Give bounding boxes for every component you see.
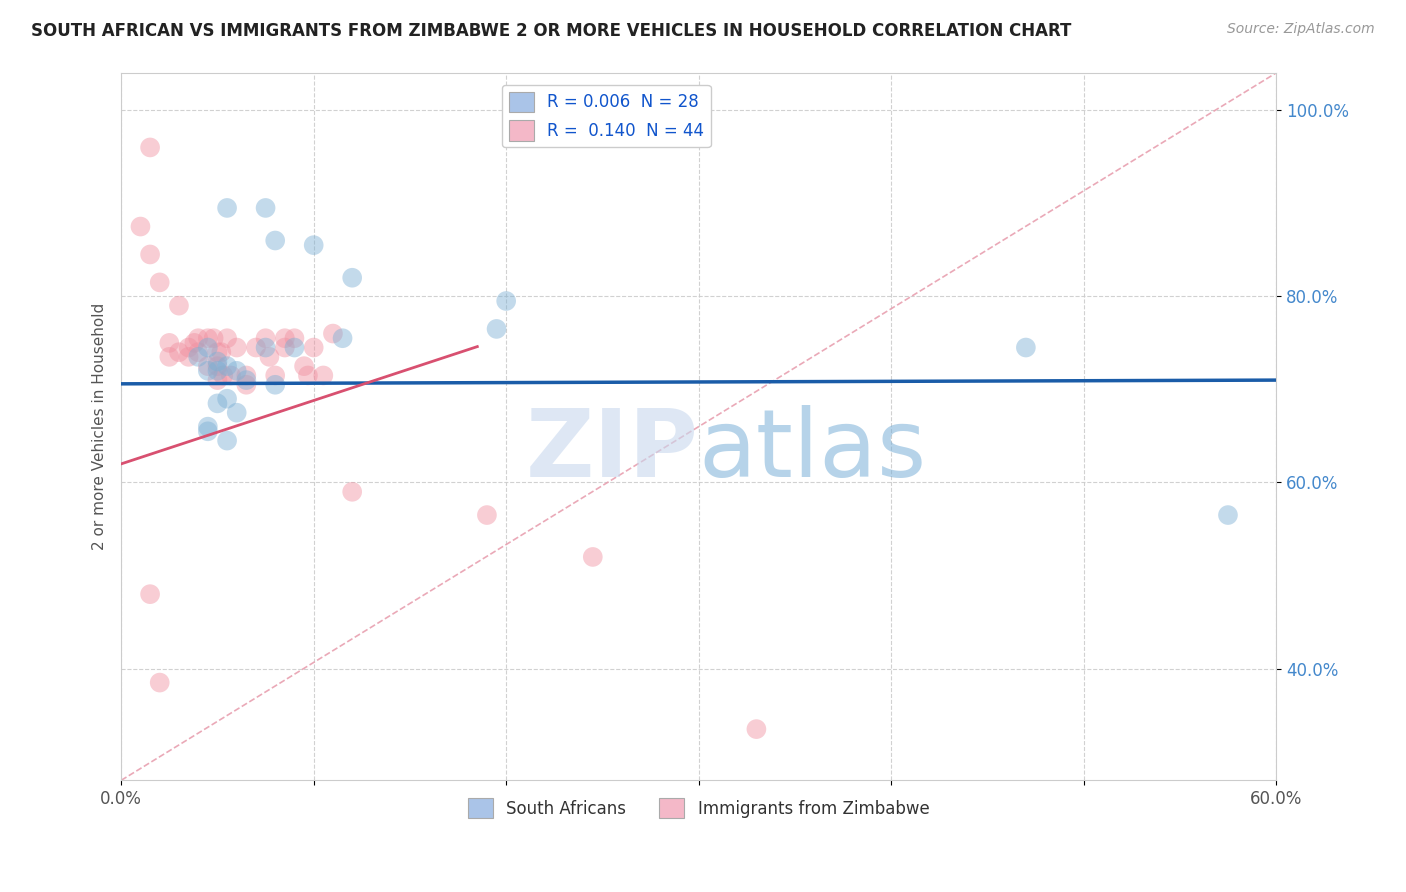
Point <box>495 293 517 308</box>
Point <box>217 359 239 373</box>
Point <box>1015 341 1038 355</box>
Point <box>219 368 242 383</box>
Point <box>235 377 257 392</box>
Point <box>187 350 209 364</box>
Point <box>197 341 219 355</box>
Point <box>167 299 190 313</box>
Point <box>302 341 325 355</box>
Point <box>332 331 354 345</box>
Point <box>225 406 247 420</box>
Point <box>274 341 297 355</box>
Text: atlas: atlas <box>699 405 927 498</box>
Point <box>217 392 239 406</box>
Point <box>235 368 257 383</box>
Point <box>197 425 219 439</box>
Point <box>157 335 180 350</box>
Point <box>202 331 225 345</box>
Y-axis label: 2 or more Vehicles in Household: 2 or more Vehicles in Household <box>93 303 107 550</box>
Point <box>283 341 305 355</box>
Point <box>207 354 229 368</box>
Point <box>207 345 229 359</box>
Point <box>187 345 209 359</box>
Point <box>1216 508 1239 522</box>
Point <box>212 368 235 383</box>
Text: ZIP: ZIP <box>526 405 699 498</box>
Point <box>264 234 287 248</box>
Point <box>167 345 190 359</box>
Point <box>139 247 162 261</box>
Point <box>292 359 315 373</box>
Point <box>177 350 200 364</box>
Point <box>225 364 247 378</box>
Text: Source: ZipAtlas.com: Source: ZipAtlas.com <box>1227 22 1375 37</box>
Point <box>129 219 152 234</box>
Point <box>582 549 605 564</box>
Point <box>149 276 172 290</box>
Point <box>259 350 281 364</box>
Point <box>183 335 205 350</box>
Point <box>302 238 325 252</box>
Point <box>254 341 277 355</box>
Point <box>217 201 239 215</box>
Point <box>139 140 162 154</box>
Point <box>297 368 319 383</box>
Legend: South Africans, Immigrants from Zimbabwe: South Africans, Immigrants from Zimbabwe <box>461 791 936 825</box>
Point <box>245 341 267 355</box>
Point <box>274 331 297 345</box>
Point <box>197 359 219 373</box>
Point <box>283 331 305 345</box>
Point <box>209 345 232 359</box>
Point <box>254 201 277 215</box>
Point <box>139 587 162 601</box>
Point <box>207 359 229 373</box>
Point <box>207 373 229 387</box>
Point <box>475 508 498 522</box>
Point <box>322 326 344 341</box>
Point <box>254 331 277 345</box>
Point <box>217 434 239 448</box>
Point <box>157 350 180 364</box>
Point <box>485 322 508 336</box>
Point <box>235 373 257 387</box>
Point <box>745 722 768 736</box>
Point <box>340 484 363 499</box>
Point <box>149 675 172 690</box>
Point <box>217 331 239 345</box>
Point <box>187 331 209 345</box>
Point <box>264 377 287 392</box>
Point <box>197 331 219 345</box>
Point <box>207 364 229 378</box>
Point <box>197 364 219 378</box>
Point <box>312 368 335 383</box>
Text: SOUTH AFRICAN VS IMMIGRANTS FROM ZIMBABWE 2 OR MORE VEHICLES IN HOUSEHOLD CORREL: SOUTH AFRICAN VS IMMIGRANTS FROM ZIMBABW… <box>31 22 1071 40</box>
Point <box>207 396 229 410</box>
Point <box>197 419 219 434</box>
Point <box>340 270 363 285</box>
Point <box>264 368 287 383</box>
Point <box>658 103 681 118</box>
Point <box>177 341 200 355</box>
Point <box>225 341 247 355</box>
